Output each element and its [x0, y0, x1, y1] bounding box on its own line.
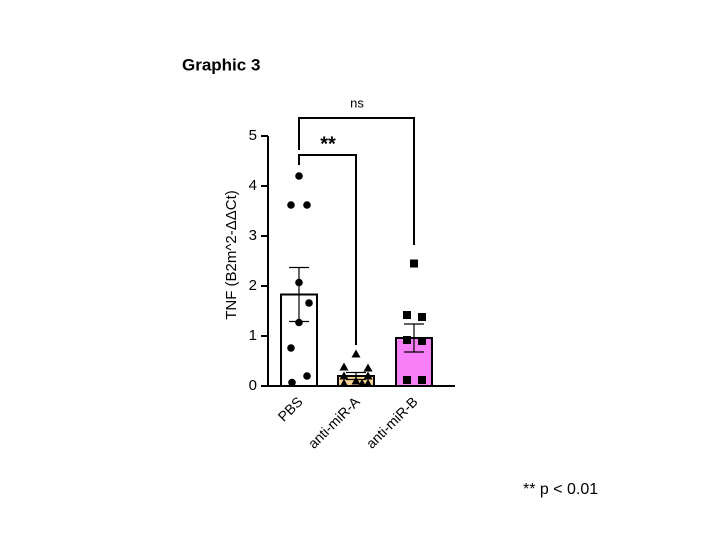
annotation: **	[320, 133, 336, 155]
data-point	[339, 362, 349, 371]
data-point	[295, 318, 303, 327]
x-tick-label: anti-miR-B	[363, 393, 421, 451]
data-point	[288, 378, 296, 387]
y-tick-label: 3	[249, 227, 257, 244]
chart-title: Graphic 3	[182, 55, 260, 74]
data-point	[303, 372, 311, 380]
data-point	[287, 201, 295, 209]
data-point	[295, 278, 303, 287]
y-axis-label: TNF (B2m^2-ΔΔCt)	[223, 190, 240, 320]
data-point	[351, 376, 361, 385]
data-point	[410, 259, 418, 268]
error-bar	[404, 323, 424, 353]
data-point	[418, 313, 426, 321]
y-tick-label: 2	[249, 277, 257, 294]
data-point	[351, 349, 361, 358]
data-point	[305, 299, 313, 307]
x-tick-label: anti-miR-A	[305, 393, 364, 452]
y-tick-label: 4	[249, 177, 257, 194]
data-point	[339, 371, 349, 380]
footnote: ** p < 0.01	[523, 481, 598, 498]
data-point	[403, 311, 411, 319]
data-point	[403, 336, 411, 344]
annotation: ns	[350, 95, 364, 110]
x-tick-label: PBS	[275, 393, 306, 424]
data-point	[363, 371, 373, 380]
data-point	[303, 201, 311, 209]
y-tick-label: 5	[249, 127, 257, 144]
data-point	[295, 172, 303, 180]
data-point	[418, 337, 426, 345]
bracket	[298, 117, 415, 245]
y-tick-label: 1	[249, 327, 257, 344]
data-point	[418, 376, 426, 384]
bracket	[298, 154, 357, 345]
data-point	[363, 363, 373, 372]
data-point	[403, 376, 411, 384]
data-point	[287, 344, 295, 352]
y-tick-label: 0	[249, 377, 257, 394]
